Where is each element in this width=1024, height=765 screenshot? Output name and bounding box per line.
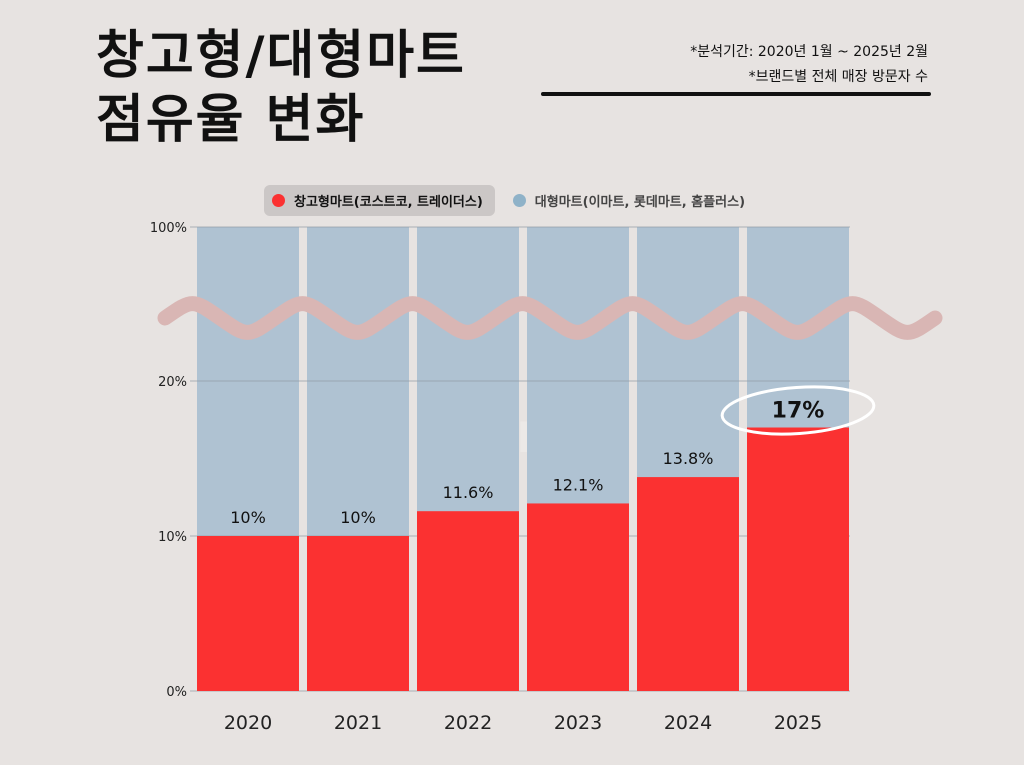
- data-label-2024: 13.8%: [663, 449, 714, 468]
- axis-break-wave: [157, 296, 943, 340]
- legend-swatch-hypermarket: [512, 194, 526, 207]
- x-tick-label-2021: 2021: [334, 712, 382, 734]
- x-tick-label-2022: 2022: [444, 712, 492, 734]
- analysis-notes: *분석기간: 2020년 1월 ~ 2025년 2월 *브랜드별 전체 매장 방…: [690, 40, 928, 90]
- bar-warehouse-2022: [417, 511, 519, 691]
- title-line-2: 점유율 변화: [96, 90, 366, 150]
- data-label-2022: 11.6%: [443, 483, 494, 502]
- y-tick-label: 100%: [150, 221, 187, 236]
- legend-item-warehouse[interactable]: 창고형마트(코스트코, 트레이더스): [264, 185, 495, 216]
- legend-item-hypermarket[interactable]: 대형마트(이마트, 롯데마트, 홈플러스): [505, 185, 757, 216]
- x-tick-label-2024: 2024: [664, 712, 712, 734]
- title-line-1: 창고형/대형마트: [96, 26, 466, 86]
- bar-warehouse-2023: [527, 503, 629, 691]
- chart-legend: 창고형마트(코스트코, 트레이더스) 대형마트(이마트, 롯데마트, 홈플러스): [264, 185, 757, 216]
- bar-warehouse-2021: [307, 536, 409, 691]
- data-label-2021: 10%: [340, 508, 376, 527]
- page-title: 창고형/대형마트 점유율 변화: [96, 24, 466, 152]
- y-tick-label: 0%: [166, 685, 187, 700]
- legend-swatch-warehouse: [272, 194, 285, 207]
- note-basis: *브랜드별 전체 매장 방문자 수: [748, 69, 928, 85]
- x-tick-label-2020: 2020: [224, 712, 272, 734]
- bar-warehouse-2025: [747, 427, 849, 691]
- x-tick-label-2023: 2023: [554, 712, 602, 734]
- note-period: *분석기간: 2020년 1월 ~ 2025년 2월: [690, 44, 928, 60]
- legend-label-hypermarket: 대형마트(이마트, 롯데마트, 홈플러스): [534, 195, 746, 210]
- header-rule: [541, 92, 931, 96]
- data-label-2025: 17%: [772, 399, 825, 424]
- y-tick-label: 10%: [158, 530, 187, 545]
- legend-label-warehouse: 창고형마트(코스트코, 트레이더스): [294, 195, 483, 210]
- bar-warehouse-2020: [197, 536, 299, 691]
- bar-warehouse-2024: [637, 477, 739, 691]
- data-label-2020: 10%: [230, 508, 266, 527]
- y-tick-label: 20%: [158, 375, 187, 390]
- x-tick-label-2025: 2025: [774, 712, 822, 734]
- data-label-2023: 12.1%: [553, 475, 604, 494]
- highlight-circle: [720, 385, 876, 436]
